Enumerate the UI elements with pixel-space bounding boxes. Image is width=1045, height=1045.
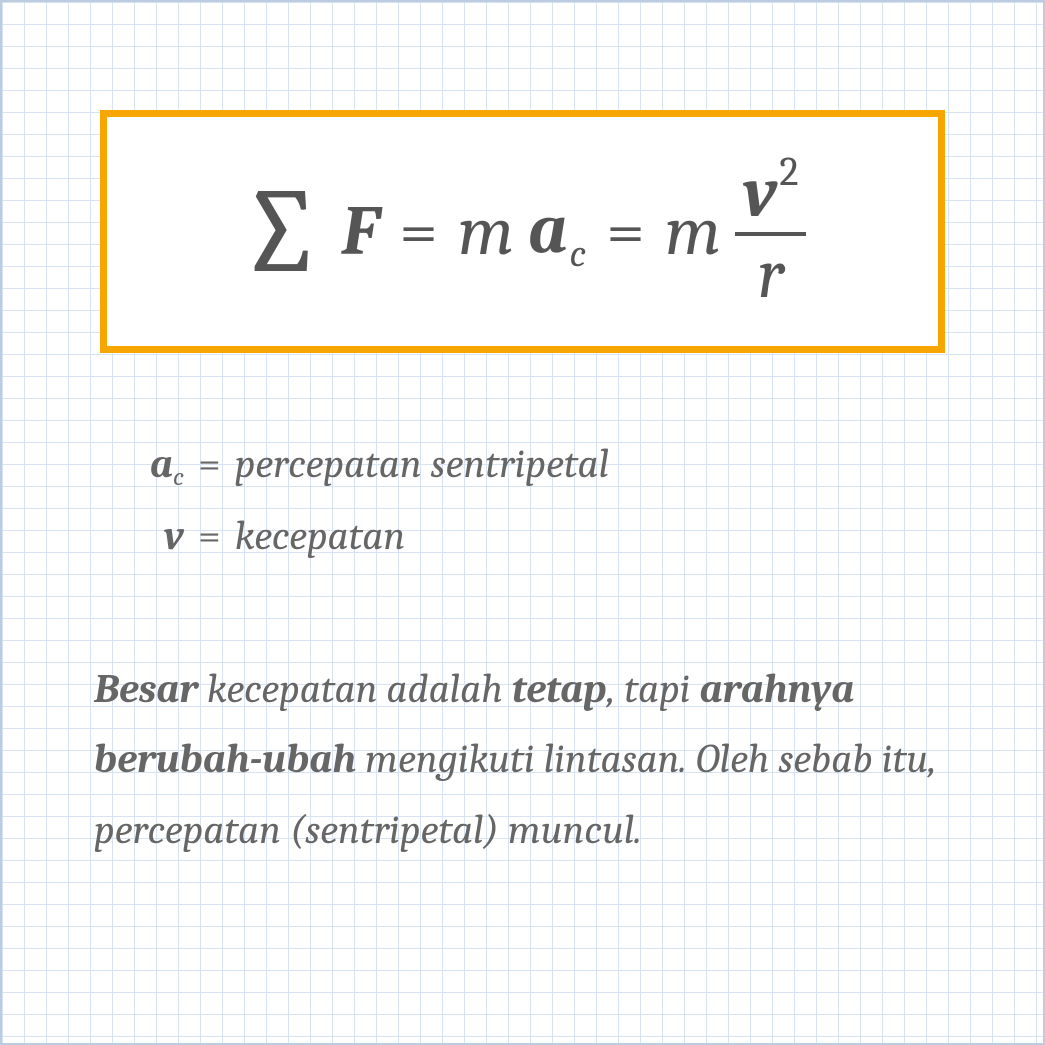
formula-box: ∑ F = m ac = m v2 r [100, 110, 945, 353]
symbol-a: a [528, 189, 567, 270]
main-formula: ∑ F = m ac = m v2 r [239, 153, 807, 310]
definition-symbol-v: v [114, 501, 184, 573]
equals-2: = [606, 197, 645, 267]
sigma-symbol: ∑ [239, 184, 324, 280]
definition-equals-2: = [198, 501, 221, 573]
para-part: tetap [512, 666, 607, 713]
para-part: kecepatan adalah [198, 666, 512, 713]
definition-row: v = kecepatan [114, 501, 955, 573]
para-part: Besar [94, 666, 198, 713]
definition-text-1: percepatan sentripetal [235, 429, 609, 501]
subscript-c: c [569, 231, 586, 276]
symbol-v: v [743, 152, 777, 233]
symbol-a-c: ac [528, 195, 586, 269]
content-area: ∑ F = m ac = m v2 r ac = percepatan sent… [0, 0, 1045, 1045]
symbol-F: F [342, 197, 380, 267]
symbol-m-1: m [458, 197, 514, 267]
equals-1: = [399, 197, 438, 267]
def-subscript-c: c [173, 463, 184, 492]
fraction-v2-over-r: v2 r [735, 153, 807, 310]
definition-row: ac = percepatan sentripetal [114, 429, 955, 501]
para-part: , tapi [607, 666, 700, 713]
definition-equals-1: = [198, 429, 221, 501]
fraction-denominator: r [750, 236, 792, 310]
def-symbol-a: a [150, 441, 173, 488]
explanation-paragraph: Besar kecepatan adalah tetap, tapi arahn… [90, 655, 955, 867]
exponent-2: 2 [779, 149, 798, 196]
definition-symbol-ac: ac [114, 429, 184, 501]
symbol-m-2: m [665, 197, 721, 267]
definitions-block: ac = percepatan sentripetal v = kecepata… [90, 429, 955, 573]
definition-text-2: kecepatan [235, 501, 406, 573]
fraction-numerator: v2 [735, 153, 807, 232]
